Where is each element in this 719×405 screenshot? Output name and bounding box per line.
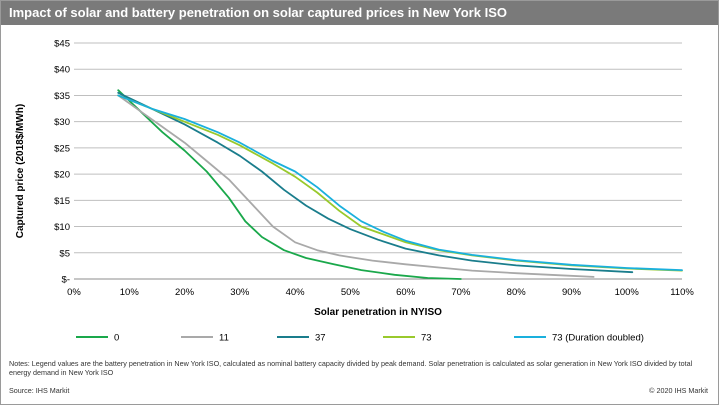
- legend-label: 0: [114, 333, 119, 344]
- x-axis-label: Solar penetration in NYISO: [314, 307, 442, 318]
- series-line-11: [117, 94, 595, 278]
- x-tick-label: 70%: [451, 287, 471, 298]
- x-tick-label: 10%: [120, 287, 140, 298]
- legend-label: 37: [315, 333, 326, 344]
- x-tick-label: 90%: [562, 287, 582, 298]
- notes-text: Notes: Legend values are the battery pen…: [9, 359, 693, 377]
- y-tick-label: $5: [59, 248, 70, 259]
- x-tick-label: 30%: [230, 287, 250, 298]
- x-tick-label: 100%: [615, 287, 640, 298]
- legend-label: 11: [219, 333, 229, 344]
- series-line-0: [117, 89, 462, 280]
- series-line-73-duration-doubled-: [117, 94, 683, 272]
- y-tick-label: $15: [54, 196, 70, 207]
- x-tick-label: 20%: [175, 287, 195, 298]
- x-tick-label: 50%: [341, 287, 361, 298]
- x-tick-label: 0%: [67, 287, 81, 298]
- y-tick-label: $30: [54, 117, 70, 128]
- line-chart: $- $5 $10 $15 $20 $25 $30 $35 $40 $45 0% 10% 20% 30% 4…: [15, 39, 694, 344]
- title-bar: Impact of solar and battery penetration …: [1, 1, 718, 25]
- y-tick-label: $25: [54, 143, 70, 154]
- source-text: Source: IHS Markit: [9, 386, 70, 395]
- series-lines: [117, 89, 683, 280]
- series-line-37: [117, 91, 634, 274]
- legend-label: 73 (Duration doubled): [552, 333, 644, 344]
- copyright-text: © 2020 IHS Markit: [649, 386, 708, 395]
- y-tick-label: $45: [54, 39, 70, 50]
- chart-title: Impact of solar and battery penetration …: [9, 5, 507, 20]
- legend-label: 73: [421, 333, 432, 344]
- x-tick-label: 110%: [670, 287, 694, 298]
- x-tick-label: 80%: [507, 287, 527, 298]
- y-tick-label: $40: [54, 65, 70, 76]
- y-tick-label: $10: [54, 222, 70, 233]
- y-axis-label: Captured price (2018$/MWh): [15, 104, 26, 238]
- y-tick-label: $20: [54, 170, 70, 181]
- tick-labels: $- $5 $10 $15 $20 $25 $30 $35 $40 $45 0% 10% 20% 30% 4…: [54, 39, 694, 299]
- x-tick-label: 60%: [396, 287, 416, 298]
- y-tick-label: $35: [54, 91, 70, 102]
- x-tick-label: 40%: [286, 287, 306, 298]
- y-tick-label: $-: [62, 275, 70, 286]
- legend: 0 11 37 73 73 (Duration doubled): [76, 333, 644, 344]
- gridlines: [74, 42, 682, 254]
